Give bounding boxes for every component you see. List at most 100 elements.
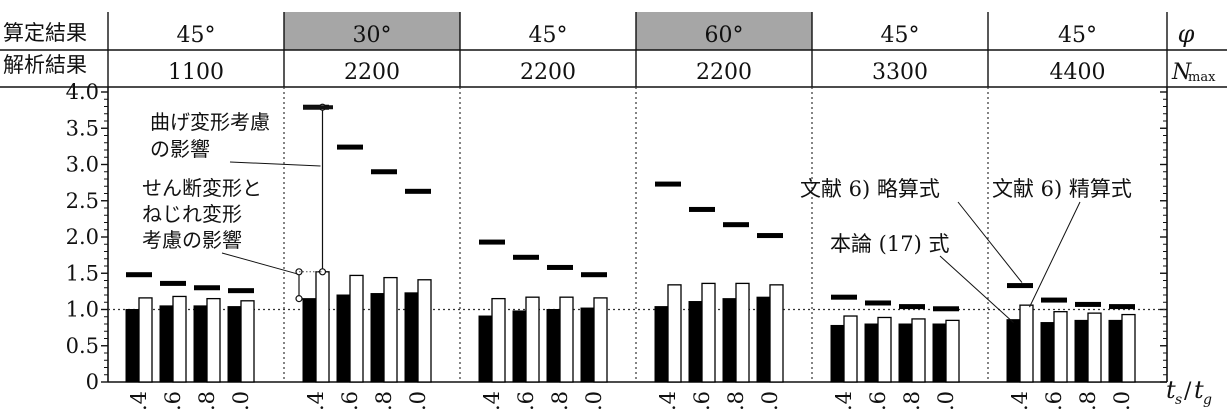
x-axis-label-t1: t: [1166, 376, 1176, 404]
y-tick-label: 3.0: [66, 153, 99, 177]
bar-this-paper: [830, 324, 845, 383]
header-angle-3: 60°: [705, 23, 744, 48]
x-tick-label: 0.6: [514, 391, 538, 410]
x-axis-label-t2: t: [1194, 376, 1204, 404]
y-axis: 0 0.5 1.0 1.5 2.0 2.5 3.0 3.5 4.0: [66, 80, 1168, 394]
marker-approx: [1109, 304, 1135, 310]
bar-this-paper: [125, 309, 140, 383]
marker-approx: [581, 272, 607, 278]
bar-this-paper: [756, 296, 771, 383]
bar-precise: [945, 319, 960, 383]
bar-this-paper: [336, 294, 351, 383]
marker-approx: [655, 181, 681, 187]
bar-precise: [559, 296, 574, 383]
bar-precise: [877, 316, 892, 383]
marker-approx: [865, 300, 891, 306]
x-tick-label: 0.8: [1076, 391, 1100, 410]
header-nmax-1: 2200: [344, 60, 400, 85]
marker-approx: [933, 306, 959, 312]
bar-precise: [843, 315, 858, 383]
x-tick-label: 1.0: [406, 391, 430, 410]
bar-this-paper: [370, 293, 385, 383]
y-tick-label: 4.0: [66, 80, 99, 104]
bar-this-paper: [580, 307, 595, 383]
annot-this-paper: 本論 (17) 式: [830, 232, 949, 256]
nmax-subscript: max: [1188, 70, 1216, 85]
x-axis-label-sub1: s: [1175, 392, 1182, 408]
bar-precise: [525, 296, 540, 383]
marker-approx: [547, 264, 573, 270]
leader-bending: [229, 161, 321, 167]
annot-shear-2: ねじれ変形: [142, 202, 242, 226]
marker-approx: [194, 285, 220, 291]
y-tick-label: 3.5: [66, 116, 99, 140]
x-tick-label: 0.8: [372, 391, 396, 410]
header-nmax-0: 1100: [168, 60, 224, 85]
leader-precise: [1029, 201, 1081, 308]
y-tick-label: 2.5: [66, 189, 99, 213]
x-tick-label: 0.6: [338, 391, 362, 410]
bar-precise: [911, 318, 926, 383]
leader-this-paper: [939, 255, 1014, 324]
bending-bottom-dot: [318, 268, 327, 276]
bar-precise: [593, 297, 608, 383]
bar-this-paper: [1108, 319, 1123, 383]
bar-precise: [1121, 313, 1136, 383]
x-tick-label: 0.4: [1008, 391, 1032, 410]
y-tick-label: 0: [86, 370, 99, 394]
bar-this-paper: [302, 298, 317, 383]
y-tick-label: 0.5: [66, 334, 99, 358]
bar-precise: [1053, 311, 1068, 383]
header-angle-1: 30°: [353, 23, 392, 48]
bar-precise: [701, 282, 716, 383]
bar-precise: [417, 279, 432, 383]
marker-approx: [689, 206, 715, 212]
bar-precise: [1019, 304, 1034, 383]
marker-approx: [228, 288, 254, 294]
bar-precise: [206, 297, 221, 383]
x-tick-label: 0.4: [304, 391, 328, 410]
nmax-symbol: N: [1171, 60, 1192, 85]
x-axis-label-slash: /: [1184, 379, 1192, 404]
bar-this-paper: [722, 298, 737, 383]
bar-precise: [1087, 312, 1102, 383]
marker-approx: [1075, 301, 1101, 307]
y-tick-label: 2.0: [66, 225, 99, 249]
marker-approx: [337, 144, 363, 150]
x-tick-label: 0.8: [900, 391, 924, 410]
header-angle-0: 45°: [177, 23, 216, 48]
x-tick-label: 0.8: [548, 391, 572, 410]
x-tick-label: 1.0: [934, 391, 958, 410]
annot-precise-formula: 文献 6) 精算式: [992, 177, 1132, 201]
x-tick-label: 0.6: [1042, 391, 1066, 410]
annot-bending-2: の影響: [150, 137, 210, 161]
bar-this-paper: [1006, 319, 1021, 383]
leader-approx: [957, 201, 1023, 283]
header-nmax-3: 2200: [696, 60, 752, 85]
bar-this-paper: [227, 306, 242, 383]
bar-precise: [240, 300, 255, 383]
x-tick-label: 0.4: [656, 391, 680, 410]
bar-this-paper: [512, 310, 527, 383]
header-nmax-4: 3300: [872, 60, 928, 85]
row1-label: 算定結果: [3, 21, 87, 45]
row2-label: 解析結果: [3, 53, 87, 77]
header-shade-3: [636, 12, 812, 50]
bar-this-paper: [688, 301, 703, 383]
plot-area: 00.51.01.52.02.53.03.54.0 0.4 0.6 0.8 1.0 0.…: [66, 80, 1168, 410]
x-tick-label: 1.0: [582, 391, 606, 410]
bar-precise: [383, 276, 398, 383]
marker-approx: [757, 233, 783, 239]
marker-approx: [831, 294, 857, 300]
bar-precise: [349, 274, 364, 383]
marker-approx: [405, 188, 431, 194]
bar-precise: [138, 297, 153, 383]
bar-this-paper: [864, 323, 879, 383]
x-tick-label: 0.8: [724, 391, 748, 410]
bar-precise: [667, 284, 682, 383]
x-tick-label: 0.4: [127, 391, 151, 410]
bar-this-paper: [932, 323, 947, 383]
bar-precise: [491, 297, 506, 383]
marker-approx: [126, 272, 152, 278]
